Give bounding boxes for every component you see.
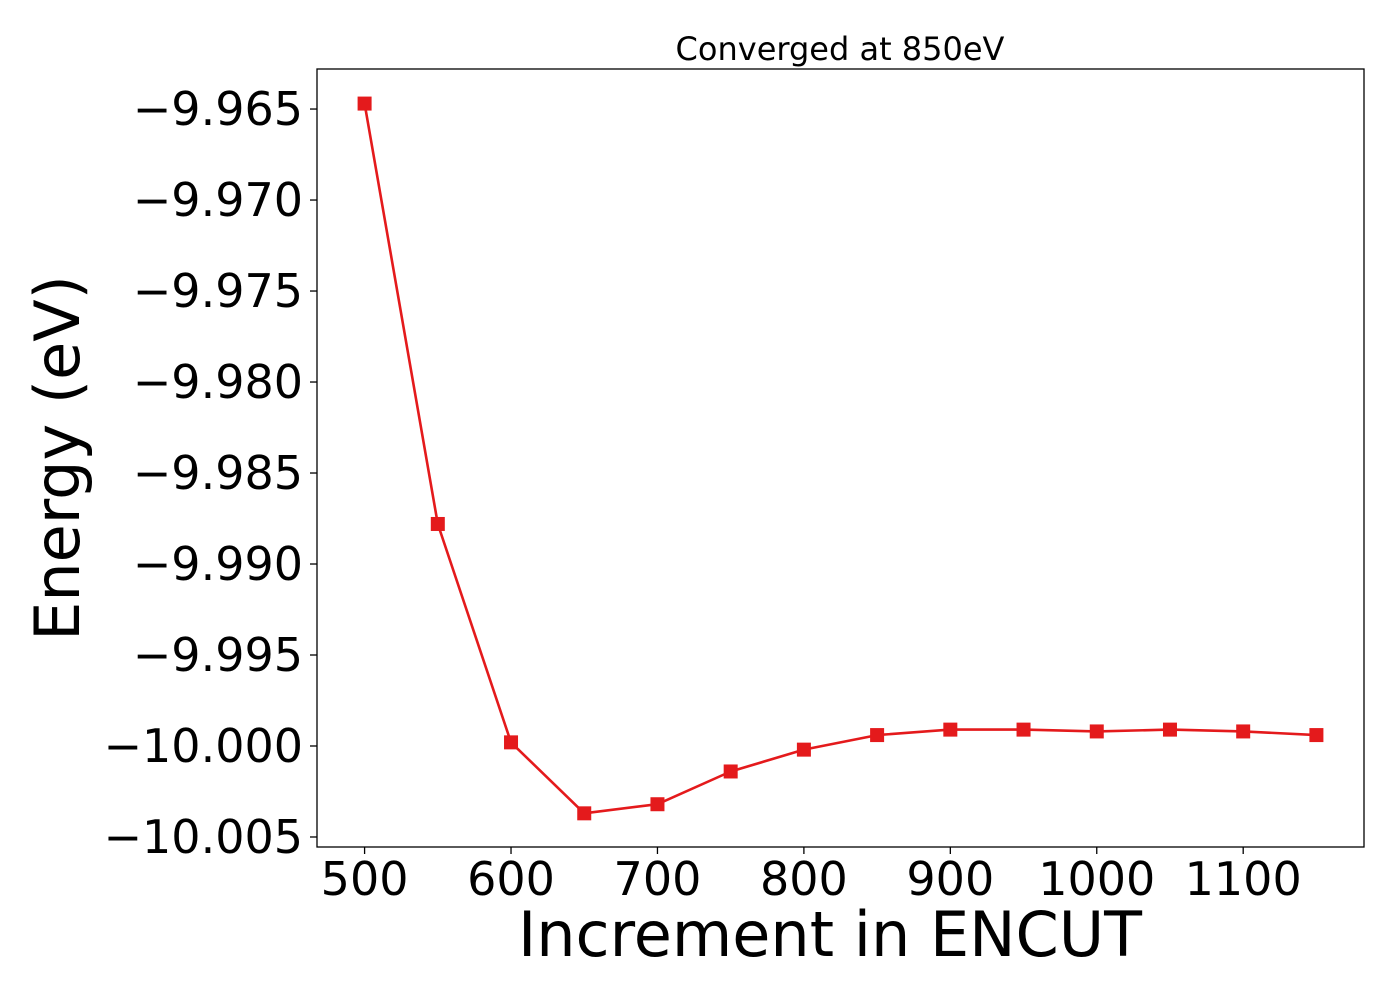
y-tick-label: −9.975 (133, 264, 303, 318)
data-point (1089, 724, 1104, 739)
data-point (577, 806, 592, 821)
y-tick-label: −9.970 (133, 173, 303, 227)
x-tick-label: 700 (614, 852, 702, 906)
data-point (1309, 728, 1324, 743)
series-line (363, 103, 1317, 815)
x-tick-label: 1100 (1185, 852, 1302, 906)
x-tick-label: 800 (760, 852, 848, 906)
x-tick-label: 500 (321, 852, 409, 906)
y-tick-label: −9.995 (133, 628, 303, 682)
y-tick-label: −9.980 (133, 355, 303, 409)
plot-frame (316, 68, 1365, 848)
data-point (1162, 722, 1177, 737)
data-point (1016, 722, 1031, 737)
y-tick-label: −10.000 (104, 719, 304, 773)
data-point (1236, 724, 1251, 739)
x-tick-label: 900 (906, 852, 994, 906)
y-tick-label: −10.005 (104, 810, 304, 864)
data-point (723, 764, 738, 779)
y-axis-title: Energy (eV) (21, 275, 94, 641)
data-point (650, 797, 665, 812)
data-point (943, 722, 958, 737)
y-tick-label: −9.965 (133, 82, 303, 136)
data-point (430, 516, 445, 531)
data-point (796, 742, 811, 757)
x-tick-label: 1000 (1038, 852, 1155, 906)
y-tick-label: −9.985 (133, 446, 303, 500)
chart-title: Converged at 850eV (676, 30, 1005, 68)
data-point (357, 96, 372, 111)
data-point (504, 735, 519, 750)
x-axis-title: Increment in ENCUT (518, 898, 1143, 971)
x-axis-ticks: 500 600 700 800 900 1000 1100 (321, 847, 1302, 906)
y-tick-label: −9.990 (133, 537, 303, 591)
x-tick-label: 600 (467, 852, 555, 906)
y-axis-ticks: −9.965 −9.970 −9.975 −9.980 −9.985 −9.990 −9.9… (104, 82, 317, 864)
data-point (870, 728, 885, 743)
series-layer (357, 96, 1324, 821)
